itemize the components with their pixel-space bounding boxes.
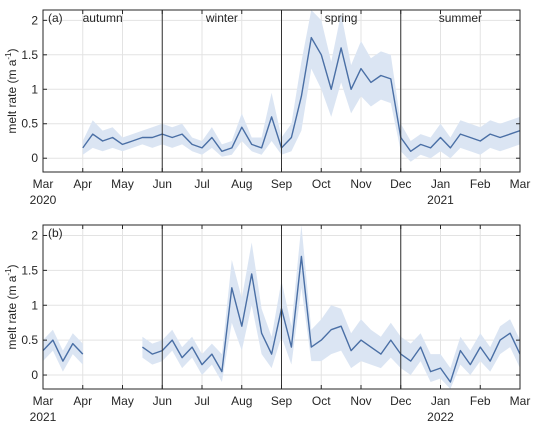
x-tick-label: May (111, 394, 134, 408)
x-tick-label: Apr (73, 394, 92, 408)
uncertainty-band (142, 225, 520, 389)
y-tick-label: 0.5 (21, 333, 38, 347)
x-tick-label: Mar (33, 177, 54, 191)
panel-b: Mar Apr May Jun Jul Aug Sep Oct Nov Dec Jan Feb Mar 2… (4, 224, 531, 424)
panel-label: (b) (48, 226, 63, 240)
season-label: autumn (83, 11, 123, 25)
x-tick-label: Oct (312, 177, 331, 191)
x-tick-label: Jul (194, 394, 209, 408)
x-tick-label: Sep (271, 394, 293, 408)
season-label: summer (439, 11, 482, 25)
x-tick-label: Aug (231, 177, 252, 191)
x-tick-label: Oct (312, 394, 331, 408)
uncertainty-band (43, 329, 83, 372)
y-axis-label: melt rate (m a-1) (4, 48, 19, 133)
panel-a: Mar Apr May Jun Jul Aug Sep Oct Nov Dec Jan Feb Mar 2… (4, 9, 531, 207)
uncertainty-band (82, 10, 520, 162)
year-label: 2021 (30, 410, 57, 424)
y-tick-label: 0 (31, 151, 38, 165)
y-tick-label: 2 (31, 228, 38, 242)
x-tick-label: Mar (510, 394, 531, 408)
melt-rate-line (141, 255, 520, 383)
x-tick-label: Apr (73, 177, 92, 191)
panel-label: (a) (48, 11, 63, 25)
y-tick-label: 0.5 (21, 117, 38, 131)
x-tick-label: Mar (33, 394, 54, 408)
x-tick-label: Feb (470, 394, 491, 408)
year-label: 2021 (427, 193, 454, 207)
x-tick-label: Sep (271, 177, 293, 191)
season-label: winter (205, 11, 238, 25)
melt-rate-line (43, 339, 84, 362)
year-label: 2022 (427, 410, 454, 424)
x-tick-label: Jun (153, 394, 172, 408)
x-tick-label: Feb (470, 177, 491, 191)
x-tick-label: Jan (431, 177, 450, 191)
melt-rate-line (82, 36, 520, 152)
x-tick-label: Mar (510, 177, 531, 191)
x-tick-label: Aug (231, 394, 252, 408)
y-tick-label: 1.5 (21, 48, 38, 62)
x-tick-label: Jul (194, 177, 209, 191)
x-tick-label: Nov (350, 394, 371, 408)
y-tick-label: 1 (31, 82, 38, 96)
x-tick-label: Dec (390, 177, 411, 191)
x-tick-label: Nov (350, 177, 371, 191)
y-tick-label: 1.5 (21, 263, 38, 277)
y-axis-label: melt rate (m a-1) (4, 264, 19, 349)
plot-area (82, 10, 520, 162)
y-tick-label: 1 (31, 298, 38, 312)
season-label: spring (325, 11, 358, 25)
year-label: 2020 (30, 193, 57, 207)
plot-area (43, 225, 520, 389)
x-tick-label: Jun (153, 177, 172, 191)
x-tick-label: Jan (431, 394, 450, 408)
x-tick-label: Dec (390, 394, 411, 408)
y-tick-label: 0 (31, 368, 38, 382)
x-tick-label: May (111, 177, 134, 191)
y-tick-label: 2 (31, 13, 38, 27)
